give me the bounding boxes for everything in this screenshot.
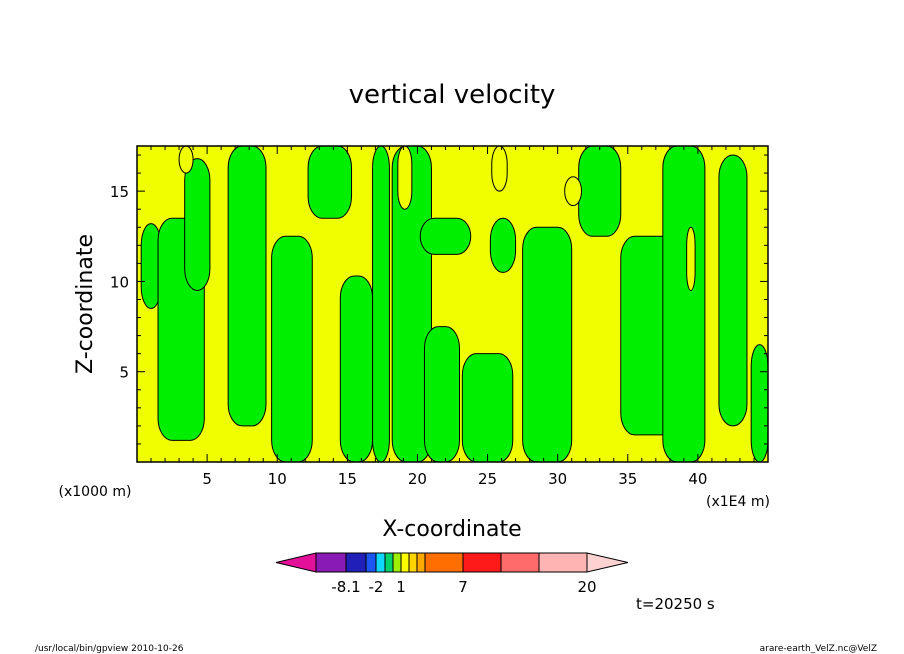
x-tick-label: 5 <box>202 470 212 488</box>
colorbar-swatch <box>462 552 502 573</box>
colorbar-swatch <box>424 552 464 573</box>
negative-velocity-region <box>461 353 514 462</box>
y-axis: 5 10 15 <box>110 154 768 445</box>
x-axis-label: X-coordinate <box>382 517 521 542</box>
negative-velocity-region <box>750 344 768 462</box>
positive-velocity-island <box>491 146 508 192</box>
colorbar-swatch <box>384 552 394 573</box>
positive-velocity-island <box>686 226 696 291</box>
y-tick-label: 10 <box>110 273 129 291</box>
x-tick-label: 10 <box>268 470 287 488</box>
colorbar-swatch <box>538 552 588 573</box>
y-axis-label: Z-coordinate <box>73 234 98 374</box>
y-tick-label: 5 <box>119 364 129 382</box>
colorbar-low-arrow <box>275 552 317 573</box>
y-unit-label: (x1000 m) <box>59 484 132 500</box>
colorbar-label: -2 <box>369 578 384 596</box>
negative-velocity-region <box>578 146 622 237</box>
x-tick-label: 40 <box>688 470 707 488</box>
plot-frame <box>136 145 769 463</box>
x-tick-label: 35 <box>618 470 637 488</box>
x-tick-label: 30 <box>548 470 567 488</box>
chart-title: vertical velocity <box>349 80 556 110</box>
colorbar-swatch <box>315 552 347 573</box>
negative-velocity-region <box>662 146 706 462</box>
colorbar-swatch <box>365 552 377 573</box>
colorbar-label: 20 <box>577 578 596 596</box>
negative-velocity-region <box>271 235 313 462</box>
colorbar-swatch <box>408 552 418 573</box>
negative-velocity-region <box>718 154 748 427</box>
negative-velocity-region <box>391 146 432 462</box>
colorbar-high-arrow <box>586 552 629 573</box>
colorbar-swatch <box>375 552 386 573</box>
x-tick-label: 20 <box>408 470 427 488</box>
x-tick-label: 25 <box>478 470 497 488</box>
negative-velocity-region <box>372 146 390 462</box>
colorbar-label: 1 <box>396 578 406 596</box>
negative-velocity-region <box>423 326 461 462</box>
y-tick-label: 15 <box>110 183 129 201</box>
positive-velocity-island <box>564 176 583 207</box>
time-label: t=20250 s <box>636 595 715 613</box>
plot-area <box>137 146 768 462</box>
colorbar-swatch <box>392 552 402 573</box>
colorbar-swatch <box>345 552 367 573</box>
negative-velocity-region <box>307 146 353 219</box>
colorbar-swatch <box>400 552 410 573</box>
positive-velocity-island <box>397 146 413 210</box>
negative-velocity-region <box>227 146 267 427</box>
negative-velocity-region <box>184 158 211 291</box>
x-tick-label: 15 <box>338 470 357 488</box>
negative-velocity-region <box>489 217 517 273</box>
x-axis: 5 10 15 20 25 30 35 40 <box>136 146 769 488</box>
colorbar: -8.1 -2 1 7 20 <box>275 552 629 596</box>
x-unit-label: (x1E4 m) <box>706 494 770 510</box>
positive-velocity-islands <box>178 146 696 291</box>
colorbar-swatch <box>500 552 540 573</box>
negative-velocity-region <box>339 275 374 462</box>
negative-velocity-region <box>522 226 573 462</box>
footer-left: /usr/local/bin/gpview 2010-10-26 <box>35 644 184 654</box>
footer-right: arare-earth_VelZ.nc@VelZ <box>760 644 877 654</box>
colorbar-swatch <box>416 552 426 573</box>
colorbar-label: 7 <box>458 578 468 596</box>
colorbar-label: -8.1 <box>331 578 360 596</box>
positive-velocity-island <box>178 146 194 174</box>
negative-velocity-region <box>419 217 472 255</box>
